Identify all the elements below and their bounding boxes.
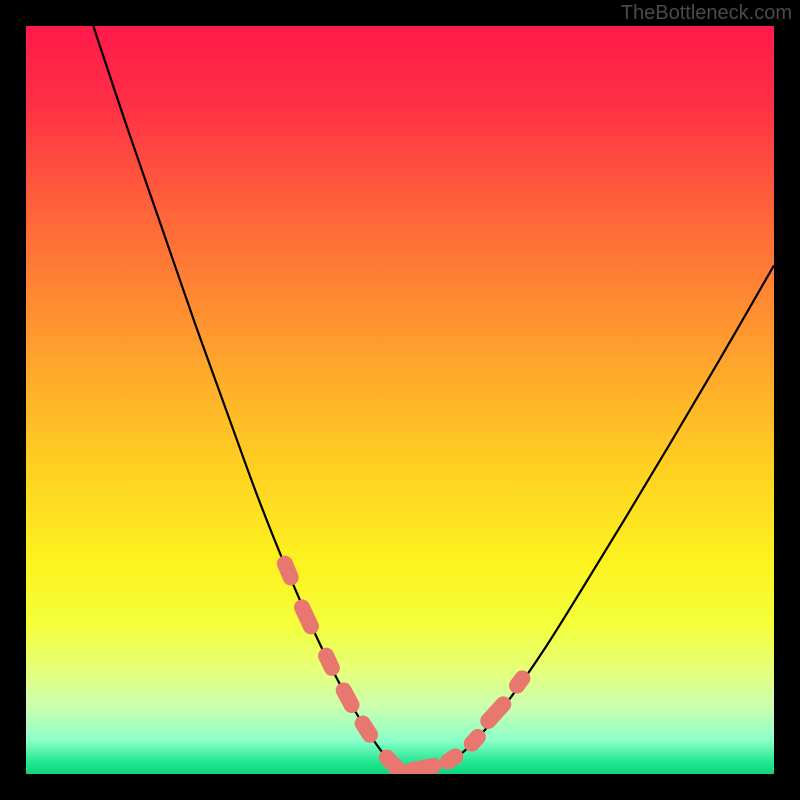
curve-marker xyxy=(333,680,363,716)
curve-marker xyxy=(352,712,381,745)
curve-marker xyxy=(291,597,321,637)
watermark-text: TheBottleneck.com xyxy=(621,2,792,25)
plot-area xyxy=(26,26,774,774)
v-curve-path xyxy=(93,26,774,769)
curve-marker xyxy=(477,693,515,732)
chart-frame: TheBottleneck.com xyxy=(0,0,800,800)
curve-marker xyxy=(274,553,301,588)
marker-group xyxy=(274,553,533,781)
curve-marker xyxy=(402,756,443,779)
curve-marker xyxy=(315,645,342,678)
curve-marker xyxy=(437,745,467,772)
curve-layer xyxy=(26,26,774,774)
